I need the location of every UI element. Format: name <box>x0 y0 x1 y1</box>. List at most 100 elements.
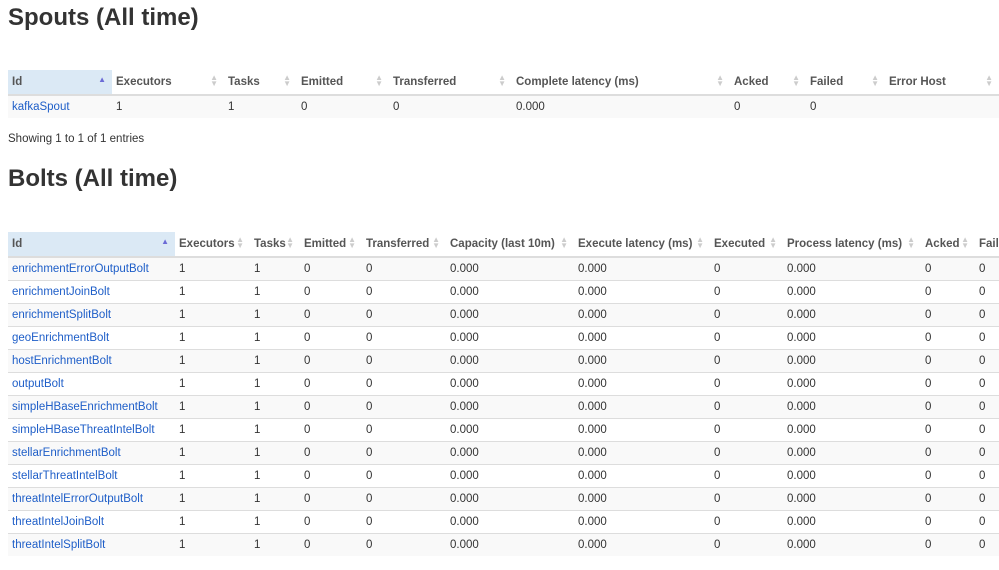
bolts-cell-process-latency-ms: 0.000 <box>783 349 921 373</box>
spouts-cell-tasks: 1 <box>224 94 297 118</box>
bolts-cell-id: stellarEnrichmentBolt <box>8 441 175 465</box>
sort-icon[interactable]: ▲ ▼ <box>210 73 218 88</box>
sort-icon[interactable]: ▲ ▼ <box>375 73 383 88</box>
spouts-header-tasks[interactable]: Tasks ▲ ▼ <box>224 70 297 96</box>
bolts-header-transferred[interactable]: Transferred ▲ ▼ <box>362 232 446 258</box>
bolts-header-id[interactable]: Id ▲ <box>8 232 175 258</box>
component-link[interactable]: simpleHBaseThreatIntelBolt <box>12 424 155 436</box>
component-link[interactable]: simpleHBaseEnrichmentBolt <box>12 401 158 413</box>
bolts-row: simpleHBaseEnrichmentBolt 1 1 0 0 0.000 0.000 0… <box>8 395 999 419</box>
bolts-header-failed[interactable]: Failed▲▼ <box>975 232 999 258</box>
bolts-cell-id: simpleHBaseThreatIntelBolt <box>8 418 175 442</box>
component-link[interactable]: geoEnrichmentBolt <box>12 332 110 344</box>
sort-icon[interactable]: ▲ ▼ <box>348 235 356 250</box>
bolts-header-tasks[interactable]: Tasks ▲ ▼ <box>250 232 300 258</box>
sort-icon[interactable]: ▲ ▼ <box>286 235 294 250</box>
column-label: Failed <box>810 76 844 88</box>
spouts-header-error-host[interactable]: Error Host ▲ ▼ <box>885 70 999 96</box>
bolts-cell-acked: 0 <box>921 280 975 304</box>
bolts-cell-executed: 0 <box>710 303 783 327</box>
spouts-table: Id ▲ Executors ▲ ▼ Tasks ▲ ▼ Emitted ▲ ▼ Transferre… <box>8 70 999 118</box>
sort-icon[interactable]: ▲ ▼ <box>716 73 724 88</box>
bolts-cell-process-latency-ms: 0.000 <box>783 280 921 304</box>
bolts-cell-executors: 1 <box>175 372 250 396</box>
bolts-header-capacity-last-10m[interactable]: Capacity (last 10m) ▲ ▼ <box>446 232 574 258</box>
spouts-header-id[interactable]: Id ▲ <box>8 70 112 96</box>
sort-icon[interactable]: ▲ ▼ <box>792 73 800 88</box>
bolts-cell-emitted: 0 <box>300 395 362 419</box>
component-link[interactable]: stellarThreatIntelBolt <box>12 470 118 482</box>
bolts-cell-acked: 0 <box>921 303 975 327</box>
sort-icon[interactable]: ▲ ▼ <box>769 235 777 250</box>
sort-icon[interactable]: ▲ ▼ <box>961 235 969 250</box>
component-link[interactable]: threatIntelErrorOutputBolt <box>12 493 144 505</box>
bolts-cell-capacity-last-10m: 0.000 <box>446 256 574 281</box>
bolts-cell-execute-latency-ms: 0.000 <box>574 256 710 281</box>
sort-icon[interactable]: ▲ ▼ <box>498 73 506 88</box>
component-link[interactable]: threatIntelSplitBolt <box>12 539 106 551</box>
bolts-cell-emitted: 0 <box>300 487 362 511</box>
bolts-cell-emitted: 0 <box>300 326 362 350</box>
sort-icon[interactable]: ▲ ▼ <box>985 73 993 88</box>
bolts-cell-process-latency-ms: 0.000 <box>783 464 921 488</box>
component-link[interactable]: kafkaSpout <box>12 101 70 113</box>
bolts-header-executed[interactable]: Executed ▲ ▼ <box>710 232 783 258</box>
bolts-cell-transferred: 0 <box>362 441 446 465</box>
spouts-header-emitted[interactable]: Emitted ▲ ▼ <box>297 70 389 96</box>
bolts-cell-emitted: 0 <box>300 280 362 304</box>
bolts-cell-failed: 0 <box>975 303 999 327</box>
sort-icon[interactable]: ▲ ▼ <box>871 73 879 88</box>
bolts-cell-id: threatIntelJoinBolt <box>8 510 175 534</box>
bolts-cell-executed: 0 <box>710 510 783 534</box>
bolts-cell-execute-latency-ms: 0.000 <box>574 395 710 419</box>
bolts-header-executors[interactable]: Executors ▲ ▼ <box>175 232 250 258</box>
column-label: Error Host <box>889 76 946 88</box>
bolts-cell-process-latency-ms: 0.000 <box>783 510 921 534</box>
spouts-header-complete-latency-ms[interactable]: Complete latency (ms) ▲ ▼ <box>512 70 730 96</box>
bolts-cell-transferred: 0 <box>362 418 446 442</box>
spouts-header-executors[interactable]: Executors ▲ ▼ <box>112 70 224 96</box>
sort-icon[interactable]: ▲ ▼ <box>236 235 244 250</box>
bolts-cell-tasks: 1 <box>250 441 300 465</box>
bolts-header-process-latency-ms[interactable]: Process latency (ms) ▲ ▼ <box>783 232 921 258</box>
bolts-cell-executed: 0 <box>710 372 783 396</box>
bolts-header-execute-latency-ms[interactable]: Execute latency (ms) ▲ ▼ <box>574 232 710 258</box>
component-link[interactable]: hostEnrichmentBolt <box>12 355 112 367</box>
bolts-cell-failed: 0 <box>975 487 999 511</box>
bolts-cell-acked: 0 <box>921 441 975 465</box>
column-label: Tasks <box>254 238 286 250</box>
bolts-cell-id: enrichmentSplitBolt <box>8 303 175 327</box>
component-link[interactable]: outputBolt <box>12 378 64 390</box>
bolts-cell-capacity-last-10m: 0.000 <box>446 372 574 396</box>
bolts-cell-emitted: 0 <box>300 418 362 442</box>
bolts-cell-execute-latency-ms: 0.000 <box>574 303 710 327</box>
sort-icon[interactable]: ▲ ▼ <box>560 235 568 250</box>
bolts-cell-capacity-last-10m: 0.000 <box>446 418 574 442</box>
bolts-cell-emitted: 0 <box>300 533 362 556</box>
bolts-cell-executed: 0 <box>710 464 783 488</box>
component-link[interactable]: enrichmentJoinBolt <box>12 286 110 298</box>
spouts-header-transferred[interactable]: Transferred ▲ ▼ <box>389 70 512 96</box>
sort-icon[interactable]: ▲ ▼ <box>907 235 915 250</box>
component-link[interactable]: enrichmentSplitBolt <box>12 309 112 321</box>
bolts-header-acked[interactable]: Acked ▲ ▼ <box>921 232 975 258</box>
component-link[interactable]: threatIntelJoinBolt <box>12 516 105 528</box>
bolts-header-emitted[interactable]: Emitted ▲ ▼ <box>300 232 362 258</box>
component-link[interactable]: stellarEnrichmentBolt <box>12 447 121 459</box>
spouts-header-acked[interactable]: Acked ▲ ▼ <box>730 70 806 96</box>
bolts-row: enrichmentJoinBolt 1 1 0 0 0.000 0.000 0 0.000 0 0 <box>8 280 999 304</box>
bolts-cell-executed: 0 <box>710 418 783 442</box>
sort-icon[interactable]: ▲ ▼ <box>696 235 704 250</box>
spouts-header-failed[interactable]: Failed ▲ ▼ <box>806 70 885 96</box>
component-link[interactable]: enrichmentErrorOutputBolt <box>12 263 149 275</box>
sort-icon[interactable]: ▲ ▼ <box>432 235 440 250</box>
sort-ascending-icon[interactable]: ▲ <box>98 75 106 84</box>
bolts-row: enrichmentErrorOutputBolt 1 1 0 0 0.000 0.000 0… <box>8 256 999 281</box>
bolts-cell-tasks: 1 <box>250 395 300 419</box>
bolts-cell-tasks: 1 <box>250 303 300 327</box>
bolts-row: outputBolt 1 1 0 0 0.000 0.000 0 0.000 0 0 <box>8 372 999 396</box>
spouts-section-title: Spouts (All time) <box>8 4 199 31</box>
bolts-cell-transferred: 0 <box>362 533 446 556</box>
sort-icon[interactable]: ▲ ▼ <box>283 73 291 88</box>
sort-ascending-icon[interactable]: ▲ <box>161 237 169 246</box>
